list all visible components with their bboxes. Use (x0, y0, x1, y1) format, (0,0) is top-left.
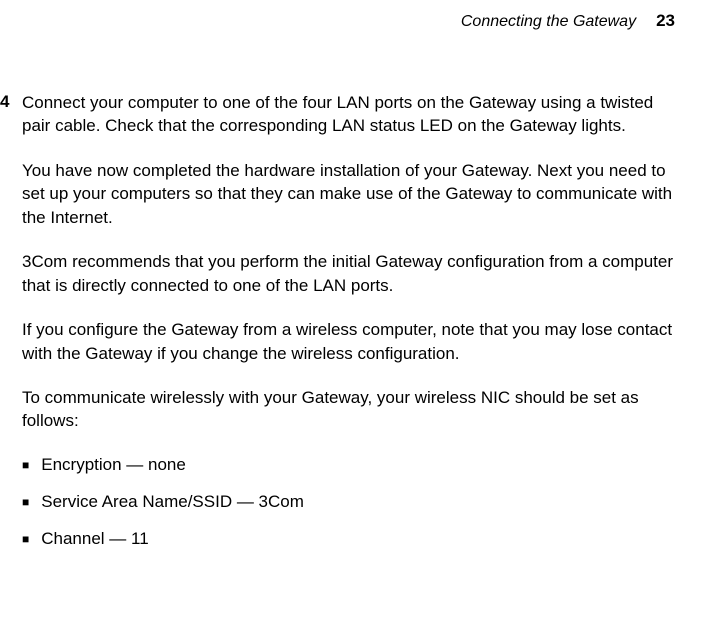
paragraph: If you configure the Gateway from a wire… (22, 318, 678, 365)
paragraph: You have now completed the hardware inst… (22, 159, 678, 229)
list-item: ■ Channel — 11 (22, 528, 678, 551)
list-item-text: Encryption — none (41, 454, 186, 477)
page-header: Connecting the Gateway 23 (10, 10, 678, 33)
step-number: 4 (0, 91, 10, 114)
list-item: ■ Service Area Name/SSID — 3Com (22, 491, 678, 514)
page-content: 4 Connect your computer to one of the fo… (10, 91, 678, 565)
square-bullet-icon: ■ (22, 491, 29, 514)
paragraph: Connect your computer to one of the four… (22, 91, 678, 138)
bullet-list: ■ Encryption — none ■ Service Area Name/… (22, 454, 678, 551)
paragraph: To communicate wirelessly with your Gate… (22, 386, 678, 433)
step-body: Connect your computer to one of the four… (22, 91, 678, 565)
square-bullet-icon: ■ (22, 454, 29, 477)
square-bullet-icon: ■ (22, 528, 29, 551)
list-item-text: Channel — 11 (41, 528, 148, 551)
list-item-text: Service Area Name/SSID — 3Com (41, 491, 304, 514)
header-section-title: Connecting the Gateway (461, 11, 636, 33)
list-item: ■ Encryption — none (22, 454, 678, 477)
paragraph: 3Com recommends that you perform the ini… (22, 250, 678, 297)
step-row: 4 Connect your computer to one of the fo… (15, 91, 678, 565)
page-number: 23 (656, 10, 675, 33)
